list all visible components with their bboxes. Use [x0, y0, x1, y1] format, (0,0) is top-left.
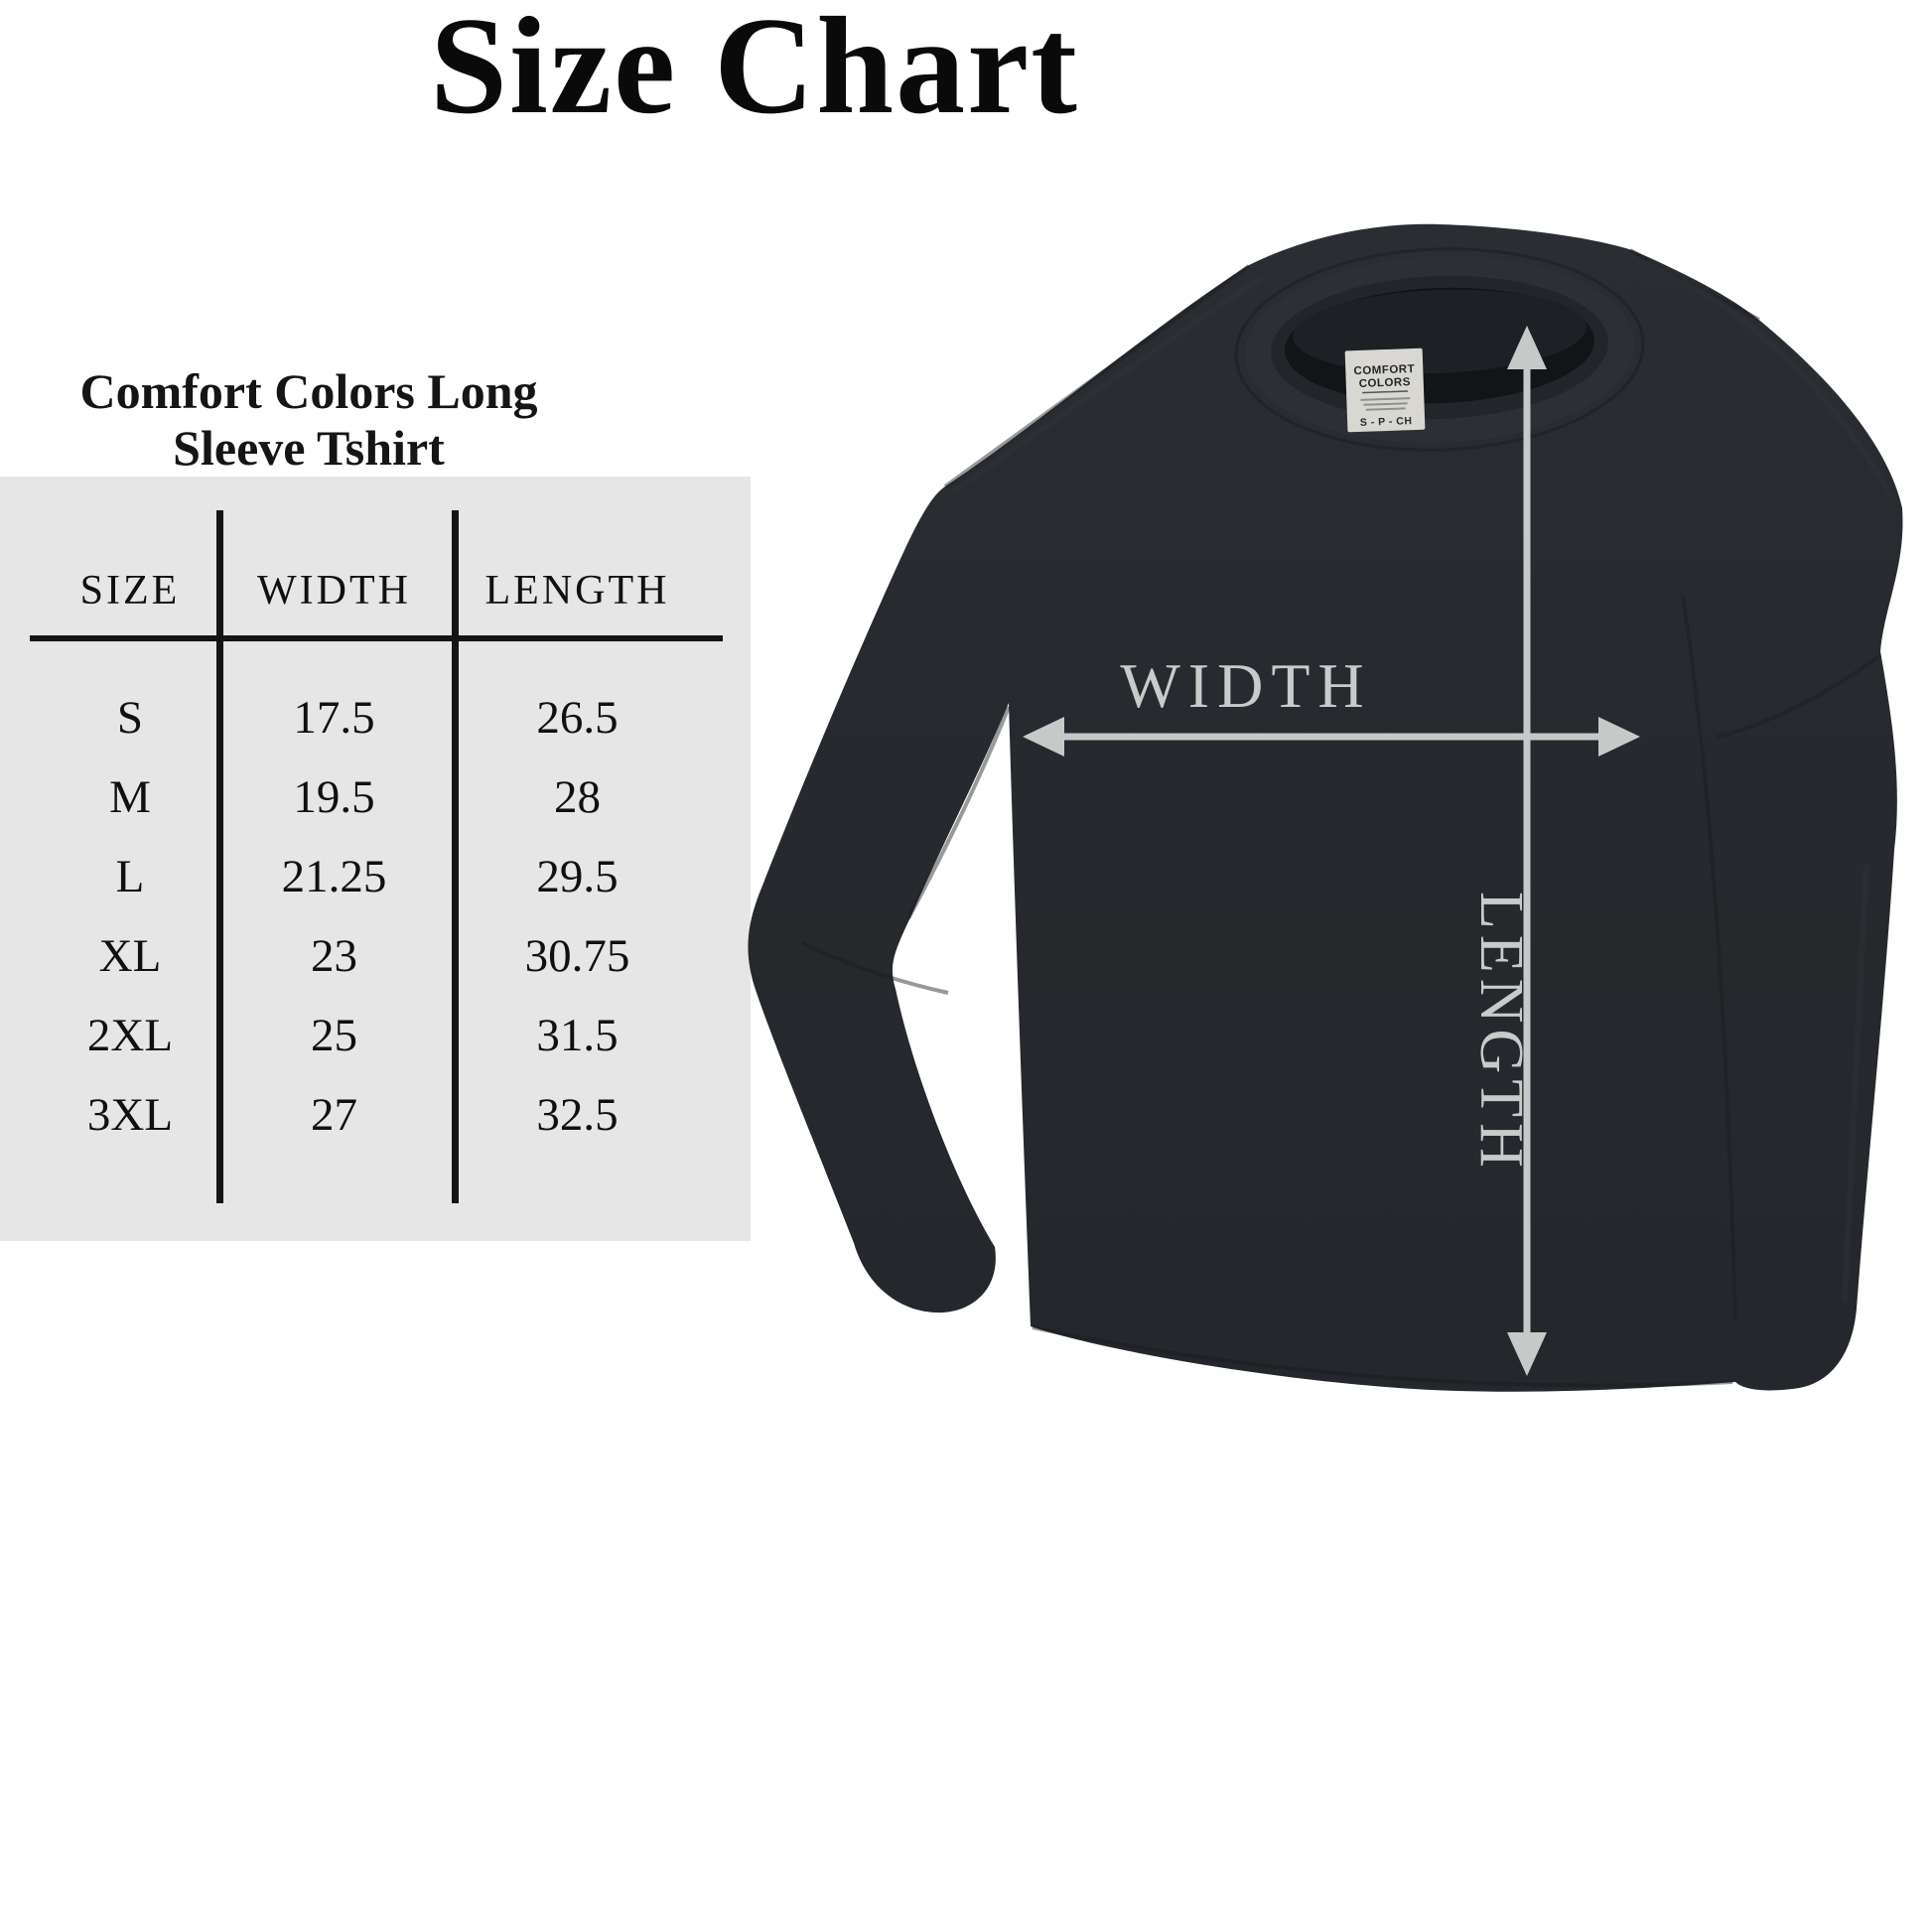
table-row: L 21.25 29.5: [0, 837, 751, 916]
size-table-panel: [0, 477, 751, 1241]
size-cell: L: [115, 851, 145, 902]
table-row: M 19.5 28: [0, 758, 751, 837]
width-arrow: [1023, 717, 1640, 757]
collar-tag: COMFORT COLORS S - P - CH: [1344, 347, 1426, 433]
table-row: S 17.5 26.5: [0, 678, 751, 758]
table-column-divider-1: [216, 510, 223, 1203]
width-cell: 17.5: [293, 692, 375, 744]
size-cell: 3XL: [86, 1089, 174, 1141]
width-cell: 25: [311, 1010, 357, 1061]
width-cell: 21.25: [281, 851, 387, 902]
table-row: 2XL 25 31.5: [0, 996, 751, 1075]
length-cell: 30.75: [524, 930, 630, 982]
page-title: Size Chart: [430, 0, 1079, 143]
table-column-divider-2: [452, 510, 459, 1203]
column-header-width: WIDTH: [257, 568, 411, 614]
table-heading-line2: Sleeve Tshirt: [173, 420, 445, 476]
width-cell: 19.5: [293, 771, 375, 823]
column-header-length: LENGTH: [484, 568, 670, 614]
tag-brand-line2: COLORS: [1358, 376, 1411, 390]
size-cell: M: [109, 771, 151, 823]
length-cell: 29.5: [536, 851, 619, 902]
size-cell: XL: [98, 930, 162, 982]
width-cell: 23: [311, 930, 357, 982]
table-header-row: SIZE WIDTH LENGTH: [0, 559, 751, 622]
length-cell: 32.5: [536, 1089, 619, 1141]
fabric-highlights: [951, 257, 1894, 1302]
column-header-size: SIZE: [79, 568, 181, 614]
length-cell: 31.5: [536, 1010, 619, 1061]
length-arrow: [1507, 326, 1547, 1376]
width-label: WIDTH: [1120, 650, 1371, 721]
table-row: XL 23 30.75: [0, 916, 751, 996]
size-cell: 2XL: [86, 1010, 174, 1061]
length-cell: 26.5: [536, 692, 619, 744]
tag-size-text: S - P - CH: [1360, 415, 1413, 429]
table-heading: Comfort Colors Long Sleeve Tshirt: [0, 363, 618, 477]
table-header-rule: [30, 635, 723, 641]
table-row: 3XL 27 32.5: [0, 1075, 751, 1155]
length-cell: 28: [554, 771, 601, 823]
table-heading-line1: Comfort Colors Long: [79, 363, 538, 419]
size-cell: S: [116, 692, 144, 744]
tshirt-silhouette: [748, 223, 1903, 1392]
length-label: LENGTH: [1467, 892, 1535, 1173]
tag-brand-line1: COMFORT: [1353, 363, 1415, 377]
width-cell: 27: [311, 1089, 357, 1141]
fabric-creases: [801, 248, 1882, 1388]
